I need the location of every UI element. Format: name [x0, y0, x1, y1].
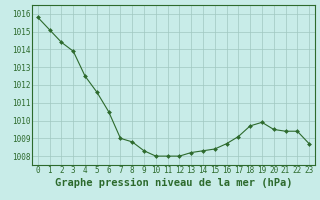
X-axis label: Graphe pression niveau de la mer (hPa): Graphe pression niveau de la mer (hPa): [55, 178, 292, 188]
